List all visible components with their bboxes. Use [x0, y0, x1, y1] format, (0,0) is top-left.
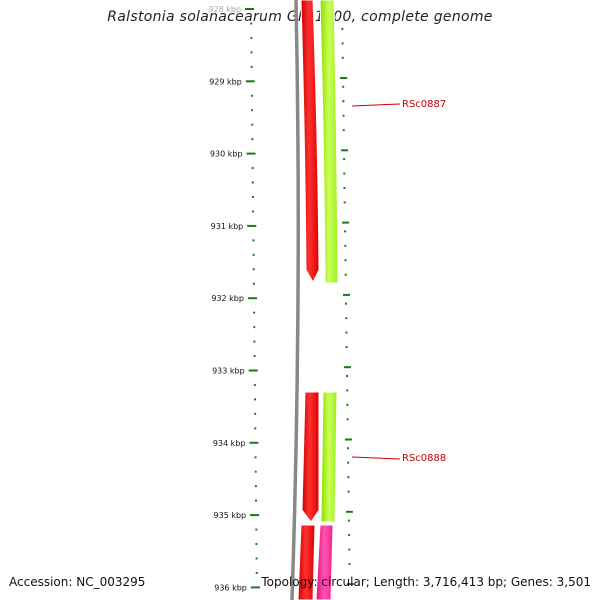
ruler-ticks-left [245, 8, 260, 589]
pink-feature-band [315, 524, 334, 600]
ruler-labels: 928 kbp 929 kbp 930 kbp 931 kbp 932 kbp 933 k… [208, 5, 246, 592]
map-title: Ralstonia solanacearum GMI1000, complete… [107, 9, 493, 25]
ruler-label: 932 kbp [211, 294, 244, 303]
ruler-label: 936 kbp [214, 583, 247, 592]
ruler-label: 934 kbp [213, 439, 246, 448]
gene-label-rsc0888: RSc0888 [402, 453, 446, 464]
gene-3-band [297, 524, 316, 600]
backbone-arc [290, 0, 300, 600]
ruler-label: 930 kbp [210, 150, 243, 159]
ruler-label: 931 kbp [211, 222, 244, 231]
gene-rsc0887-band [300, 0, 320, 284]
topology-summary: Topology: circular; Length: 3,716,413 bp… [261, 575, 591, 589]
accession-text: Accession: NC_003295 [9, 575, 146, 589]
ruler-label: 933 kbp [212, 367, 245, 376]
gene-label-rsc0887: RSc0887 [402, 99, 446, 110]
gene-rsc0888-band [301, 391, 320, 523]
cds-rsc0887-band [319, 0, 339, 284]
cds-rsc0888-band [320, 391, 338, 523]
ruler-label: 929 kbp [209, 77, 242, 86]
label-leader-rsc0888 [351, 456, 401, 460]
ruler-label: 928 kbp [208, 5, 241, 14]
ruler-ticks-right [340, 27, 354, 586]
label-leader-rsc0887 [351, 103, 401, 107]
ruler-label: 935 kbp [214, 511, 247, 520]
